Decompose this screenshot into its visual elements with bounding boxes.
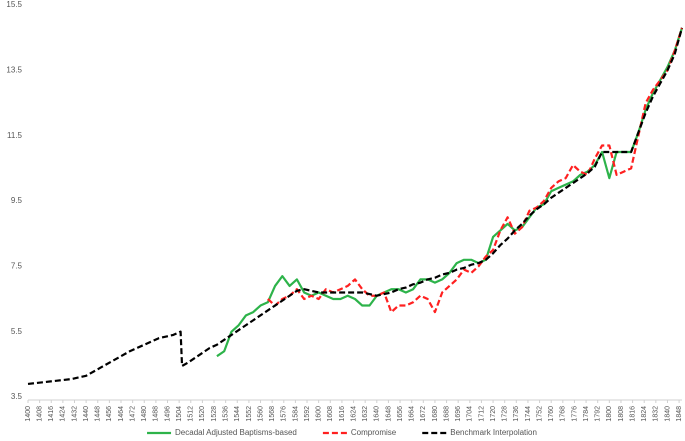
x-tick-label: 1744 [525, 406, 532, 422]
legend-label: Compromise [351, 428, 397, 437]
x-tick-label: 1456 [106, 406, 113, 422]
x-tick-label: 1568 [269, 406, 276, 422]
x-tick-label: 1792 [595, 406, 602, 422]
x-tick-label: 1600 [316, 406, 323, 422]
x-tick-label: 1440 [83, 406, 90, 422]
series-line [27, 27, 684, 386]
x-tick-label: 1472 [129, 406, 136, 422]
x-tick-label: 1576 [281, 406, 288, 422]
series-line [216, 27, 684, 358]
x-tick-label: 1768 [560, 406, 567, 422]
x-tick-label: 1824 [641, 406, 648, 422]
x-tick-label: 1648 [385, 406, 392, 422]
y-tick-label: 13.5 [6, 65, 22, 74]
x-tick-label: 1840 [664, 406, 671, 422]
x-tick-label: 1608 [327, 406, 334, 422]
x-tick-label: 1424 [60, 406, 67, 422]
x-tick-label: 1592 [304, 406, 311, 422]
y-tick-label: 7.5 [11, 261, 23, 270]
x-tick-label: 1664 [409, 406, 416, 422]
y-tick-label: 11.5 [7, 131, 23, 140]
legend-label: Benchmark Interpolation [450, 428, 537, 437]
x-tick-label: 1496 [164, 406, 171, 422]
x-tick-label: 1760 [548, 406, 555, 422]
x-tick-label: 1784 [583, 406, 590, 422]
x-tick-label: 1736 [513, 406, 520, 422]
x-tick-label: 1776 [571, 406, 578, 422]
x-tick-label: 1720 [490, 406, 497, 422]
x-tick-label: 1728 [502, 406, 509, 422]
x-tick-label: 1560 [257, 406, 264, 422]
x-tick-label: 1512 [188, 406, 195, 422]
x-tick-label: 1800 [606, 406, 613, 422]
x-tick-label: 1656 [397, 406, 404, 422]
x-tick-label: 1712 [478, 406, 485, 422]
x-tick-label: 1464 [118, 406, 125, 422]
x-tick-label: 1680 [432, 406, 439, 422]
x-tick-label: 1480 [141, 406, 148, 422]
x-tick-label: 1632 [362, 406, 369, 422]
x-tick-label: 1408 [36, 406, 43, 422]
x-tick-label: 1832 [653, 406, 660, 422]
x-tick-label: 1400 [25, 406, 32, 422]
x-tick-label: 1536 [222, 406, 229, 422]
x-tick-label: 1528 [211, 406, 218, 422]
x-tick-label: 1640 [374, 406, 381, 422]
x-tick-label: 1544 [234, 406, 241, 422]
x-tick-label: 1448 [95, 406, 102, 422]
x-tick-label: 1504 [176, 406, 183, 422]
x-tick-label: 1704 [467, 406, 474, 422]
legend-label: Decadal Adjusted Baptisms-based [175, 428, 297, 437]
x-tick-label: 1488 [153, 406, 160, 422]
y-tick-label: 3.5 [11, 392, 23, 401]
x-tick-label: 1432 [71, 406, 78, 422]
x-tick-label: 1616 [339, 406, 346, 422]
x-tick-label: 1672 [420, 406, 427, 422]
y-tick-label: 9.5 [11, 196, 23, 205]
x-tick-label: 1688 [443, 406, 450, 422]
x-tick-label: 1752 [536, 406, 543, 422]
x-tick-label: 1816 [629, 406, 636, 422]
x-tick-label: 1624 [350, 406, 357, 422]
x-tick-label: 1584 [292, 406, 299, 422]
x-tick-label: 1696 [455, 406, 462, 422]
y-tick-label: 5.5 [11, 327, 23, 336]
series-line [267, 27, 684, 314]
x-tick-label: 1552 [246, 406, 253, 422]
x-tick-label: 1520 [199, 406, 206, 422]
x-tick-label: 1848 [676, 406, 683, 422]
x-tick-label: 1416 [48, 406, 55, 422]
y-tick-label: 15.5 [6, 0, 22, 9]
x-tick-label: 1808 [618, 406, 625, 422]
